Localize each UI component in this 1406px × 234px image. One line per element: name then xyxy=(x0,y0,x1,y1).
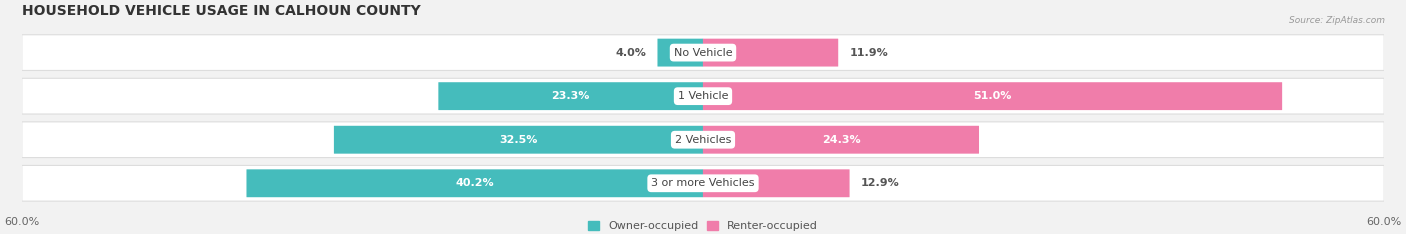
FancyBboxPatch shape xyxy=(439,82,703,110)
Text: 32.5%: 32.5% xyxy=(499,135,537,145)
Text: 23.3%: 23.3% xyxy=(551,91,591,101)
Legend: Owner-occupied, Renter-occupied: Owner-occupied, Renter-occupied xyxy=(588,221,818,231)
Text: Source: ZipAtlas.com: Source: ZipAtlas.com xyxy=(1289,16,1385,25)
Text: 3 or more Vehicles: 3 or more Vehicles xyxy=(651,178,755,188)
Text: 51.0%: 51.0% xyxy=(973,91,1012,101)
FancyBboxPatch shape xyxy=(21,78,1385,114)
FancyBboxPatch shape xyxy=(333,126,703,154)
Text: No Vehicle: No Vehicle xyxy=(673,48,733,58)
Text: 4.0%: 4.0% xyxy=(616,48,647,58)
Text: 1 Vehicle: 1 Vehicle xyxy=(678,91,728,101)
Text: 40.2%: 40.2% xyxy=(456,178,494,188)
FancyBboxPatch shape xyxy=(703,82,1282,110)
Text: 2 Vehicles: 2 Vehicles xyxy=(675,135,731,145)
FancyBboxPatch shape xyxy=(21,165,1385,201)
FancyBboxPatch shape xyxy=(658,39,703,66)
Text: 12.9%: 12.9% xyxy=(860,178,900,188)
FancyBboxPatch shape xyxy=(703,169,849,197)
Text: HOUSEHOLD VEHICLE USAGE IN CALHOUN COUNTY: HOUSEHOLD VEHICLE USAGE IN CALHOUN COUNT… xyxy=(21,4,420,18)
FancyBboxPatch shape xyxy=(703,126,979,154)
Text: 11.9%: 11.9% xyxy=(849,48,889,58)
Text: 24.3%: 24.3% xyxy=(821,135,860,145)
FancyBboxPatch shape xyxy=(21,122,1385,157)
FancyBboxPatch shape xyxy=(246,169,703,197)
FancyBboxPatch shape xyxy=(703,39,838,66)
FancyBboxPatch shape xyxy=(21,35,1385,70)
